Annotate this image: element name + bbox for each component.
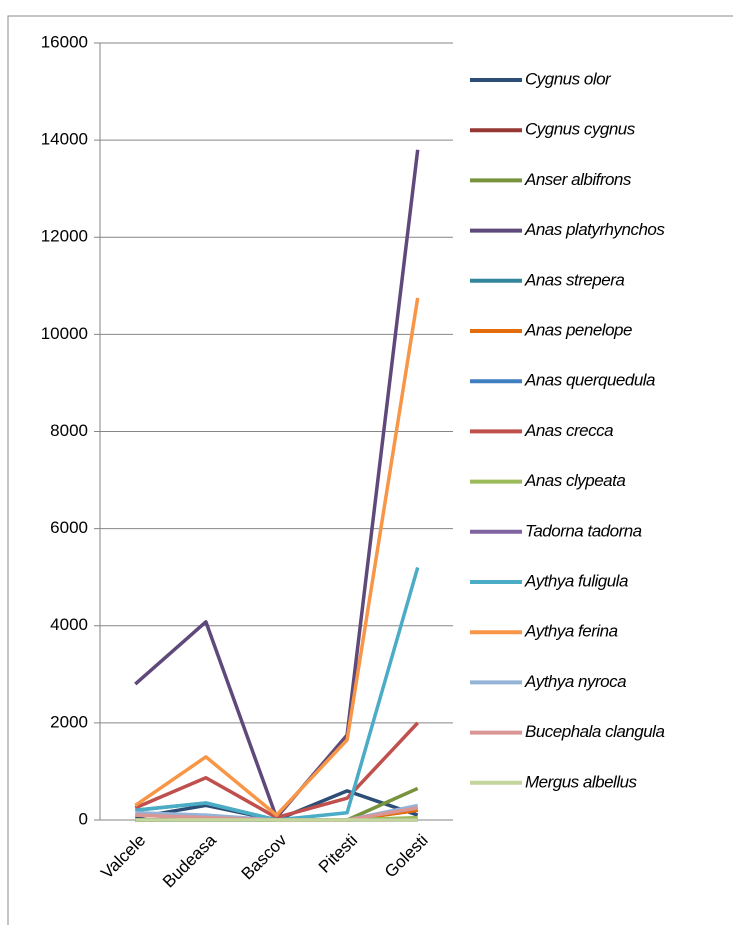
- y-tick-label: 16000: [41, 32, 88, 51]
- y-tick-label: 6000: [50, 518, 88, 537]
- legend-label: Anas crecca: [524, 421, 613, 440]
- legend-label: Anas platyrhynchos: [524, 220, 665, 239]
- legend-label: Anser albifrons: [524, 170, 632, 189]
- legend-label: Cygnus cygnus: [525, 120, 636, 139]
- legend-label: Tadorna tadorna: [525, 521, 642, 540]
- y-tick-label: 4000: [50, 615, 88, 634]
- legend-label: Aythya nyroca: [524, 672, 626, 691]
- legend-label: Bucephala clangula: [525, 722, 664, 741]
- legend-label: Aythya ferina: [524, 622, 618, 641]
- legend-label: Anas penelope: [524, 320, 632, 339]
- legend-label: Anas clypeata: [524, 471, 625, 490]
- y-tick-label: 8000: [50, 421, 88, 440]
- legend-label: Cygnus olor: [525, 69, 612, 88]
- chart-frame: [7, 15, 733, 925]
- legend-label: Anas strepera: [524, 270, 624, 289]
- x-tick-label: Valcele: [97, 831, 149, 883]
- x-tick-label: Bascov: [238, 830, 291, 883]
- y-tick-label: 12000: [41, 227, 88, 246]
- series-line: [135, 566, 420, 822]
- y-tick-label: 2000: [50, 712, 88, 731]
- legend-label: Mergus albellus: [525, 772, 638, 791]
- series-line: [134, 297, 420, 817]
- y-tick-label: 10000: [41, 324, 88, 343]
- y-tick-label: 0: [79, 809, 88, 828]
- series-line: [134, 721, 419, 820]
- x-tick-label: Pitesti: [315, 831, 361, 877]
- legend-label: Anas querquedula: [524, 371, 655, 390]
- y-tick-label: 14000: [41, 130, 88, 149]
- x-tick-label: Budeasa: [159, 830, 220, 891]
- x-tick-label: Golesti: [381, 831, 432, 882]
- legend-label: Aythya fuligula: [524, 571, 628, 590]
